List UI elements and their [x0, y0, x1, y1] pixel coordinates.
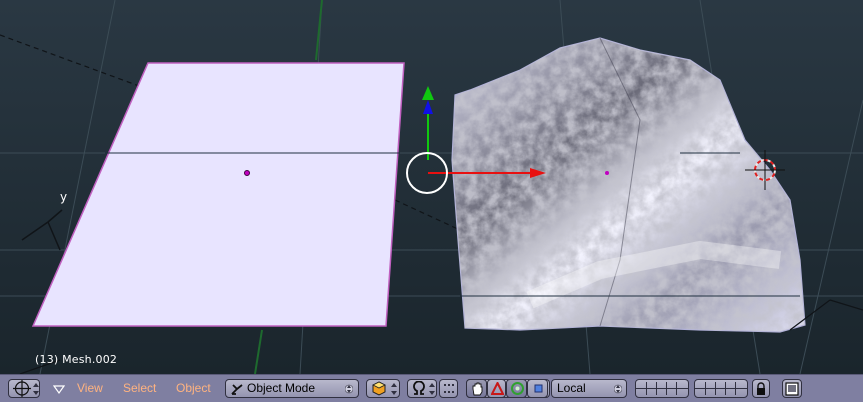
object-mode-icon: [231, 384, 243, 395]
updown-arrows-icon: [391, 383, 397, 395]
dots-icon: [444, 384, 454, 393]
orientation-dropdown[interactable]: Local: [551, 379, 627, 398]
render-preview-button[interactable]: [782, 379, 802, 398]
menu-select[interactable]: Select: [123, 381, 157, 395]
menu-view[interactable]: View: [77, 381, 103, 395]
mode-label: Object Mode: [247, 381, 316, 395]
updown-arrows-icon: [429, 383, 435, 395]
plane-mesh: [31, 62, 405, 327]
ring-icon: [511, 382, 524, 395]
plane-origin: [244, 170, 250, 176]
view-axes-widget: [21, 209, 63, 251]
world-y-axis-lower: [254, 329, 263, 374]
lock-layers-button[interactable]: [752, 379, 770, 398]
dropdown-arrows-icon: [614, 384, 622, 394]
viewport-canvas[interactable]: [0, 0, 863, 374]
updown-arrows-icon: [33, 383, 39, 395]
orientation-label: Local: [557, 381, 586, 395]
editor-type-button[interactable]: [8, 379, 40, 398]
menu-object[interactable]: Object: [176, 381, 211, 395]
dropdown-arrows-icon: [345, 384, 353, 394]
transform-manipulator: [406, 86, 546, 194]
lock-icon: [757, 382, 765, 395]
viewport-header: View Select Object Object Mode: [0, 374, 863, 402]
crosshair-icon: [13, 380, 31, 397]
mode-dropdown[interactable]: Object Mode: [225, 379, 359, 398]
rotate-manipulator-button[interactable]: [506, 379, 527, 398]
pivot-points-button[interactable]: [439, 379, 458, 398]
triangle-icon: [491, 382, 504, 395]
3d-cursor: [745, 150, 785, 190]
3d-viewport[interactable]: y (13) Mesh.002: [0, 0, 863, 374]
menu-collapse-icon[interactable]: [53, 385, 65, 395]
axis-y-label: y: [60, 190, 68, 204]
terrain-origin: [605, 171, 609, 175]
hand-icon: [472, 382, 483, 396]
solid-cube-icon: [372, 381, 386, 396]
active-object-label: (13) Mesh.002: [35, 353, 118, 366]
image-icon: [785, 382, 799, 396]
pivot-dropdown[interactable]: [407, 379, 437, 398]
world-y-axis: [315, 0, 323, 61]
terrain-mesh: [451, 37, 806, 333]
scale-manipulator-button[interactable]: [527, 379, 548, 398]
square-icon: [534, 384, 543, 393]
translate-manipulator-button[interactable]: [487, 379, 506, 398]
layer-buttons-group-2[interactable]: [694, 379, 748, 398]
pivot-icon: [413, 381, 425, 395]
draw-type-dropdown[interactable]: [366, 379, 400, 398]
layer-buttons-group-1[interactable]: [635, 379, 689, 398]
manipulator-toggle-button[interactable]: [466, 379, 487, 398]
dashed-lines: [0, 34, 461, 231]
